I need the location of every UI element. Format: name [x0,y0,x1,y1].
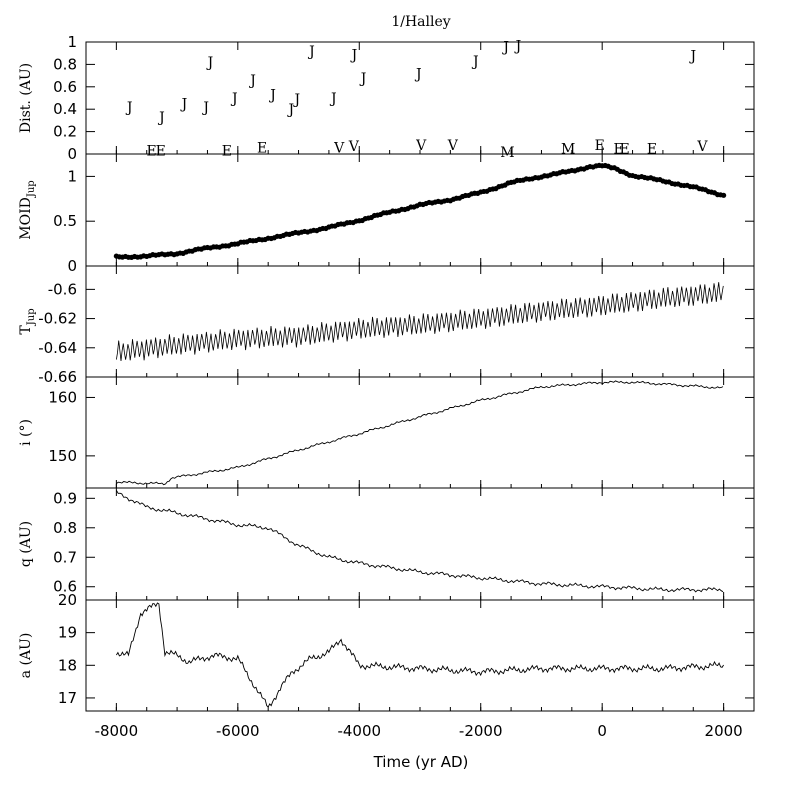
panel-frame-tjup [85,265,755,378]
encounter-label-J: J [248,73,256,89]
encounter-label-J: J [514,38,522,54]
y-axis-label-tjup: TJup [18,308,37,334]
y-tick-label-a: 20 [58,591,77,609]
panel-q: 0.6 0.7 0.8 0.9 q (AU) [18,487,755,601]
encounter-label-E: E [647,141,657,157]
y-axis-label-dist: Dist. (AU) [18,63,34,133]
encounter-label-J: J [329,91,337,107]
moid-point [721,192,727,198]
encounter-label-J: J [414,66,422,82]
y-axis-label-a: a (AU) [18,633,34,679]
encounter-label-J: J [180,97,188,113]
panel-a: 17 18 19 20 a (AU) -8000 -6000 -4000 -2000 0 2000 [18,591,755,740]
encounter-label-J: J [688,48,696,64]
x-tick-label: -6000 [216,722,260,740]
panel-frame-a [85,599,755,712]
y-tick-label-tjup: -0.66 [38,368,77,386]
panel-frame-moid [85,153,755,267]
y-axis-label-sub-moid: Jup [26,180,37,198]
encounter-label-J: J [157,110,165,126]
encounter-label-J: J [286,102,294,118]
encounter-label-V: V [348,139,360,155]
y-tick-label-dist: 0.8 [53,55,77,73]
encounter-label-E: E [146,144,156,160]
encounter-label-J: J [125,100,133,116]
encounter-label-J: J [501,39,509,55]
panel-tjup: -0.66 -0.64 -0.62 -0.6 TJup [18,265,755,386]
encounter-label-M: M [561,141,575,157]
y-tick-label-moid: 1 [67,167,77,185]
chart-title: 1/Halley [391,14,450,30]
y-tick-label-incl: 150 [48,447,77,465]
y-tick-label-a: 19 [58,624,77,642]
x-tick-label: 0 [597,722,607,740]
encounter-label-J: J [230,91,238,107]
panel-incl: 150 160 i (°) [18,376,755,489]
encounter-label-J: J [359,71,367,87]
encounter-label-J: J [206,55,214,71]
x-tick-label: -2000 [459,722,503,740]
x-tick-label: -8000 [95,722,139,740]
incl-line [116,380,724,486]
encounter-label-M: M [500,145,514,161]
encounter-label-V: V [415,138,427,154]
encounter-label-E: E [620,141,630,157]
y-axis-label-q: q (AU) [18,521,34,567]
encounter-label-V: V [696,139,708,155]
y-axis-label-incl: i (°) [18,419,34,446]
y-axis-label-main-q: q (AU) [18,521,34,567]
y-tick-label-dist: 0.6 [53,78,77,96]
encounter-label-J: J [307,44,315,60]
y-tick-label-dist: 0.4 [53,100,77,118]
y-tick-label-moid: 0 [67,257,77,275]
x-tick-label: 2000 [705,722,743,740]
y-tick-label-a: 17 [58,689,77,707]
y-axis-label-main-dist: Dist. (AU) [18,63,34,133]
encounter-label-E: E [613,141,623,157]
encounter-label-J: J [268,88,276,104]
y-axis-label-main-moid: MOID [18,197,34,240]
y-tick-label-q: 0.8 [53,519,77,537]
encounter-label-J: J [471,54,479,70]
y-tick-label-incl: 160 [48,388,77,406]
y-tick-label-a: 18 [58,656,77,674]
encounter-label-E: E [595,138,605,154]
y-axis-label-sub-tjup: Jup [26,308,37,326]
y-axis-label-main-a: a (AU) [18,633,34,679]
encounter-label-J: J [350,47,358,63]
encounter-label-E: E [222,144,232,160]
y-tick-label-q: 0.7 [53,548,77,566]
y-tick-label-dist: 0.2 [53,123,77,141]
panel-moid: 0 0.5 1 MOIDJup [18,153,755,275]
y-tick-label-dist: 0 [67,145,77,163]
y-axis-label-moid: MOIDJup [18,180,37,239]
encounter-label-E: E [156,144,166,160]
x-axis-label: Time (yr AD) [373,753,469,771]
tjup-line [116,282,724,361]
y-tick-label-q: 0.9 [53,489,77,507]
y-tick-label-moid: 0.5 [53,212,77,230]
y-axis-label-main-tjup: T [18,325,34,335]
encounter-label-E: E [257,140,267,156]
q-line [116,490,724,593]
y-tick-label-dist: 1 [67,33,77,51]
panel-frame-q [85,487,755,601]
panel-frame-incl [85,376,755,489]
x-tick-label: -4000 [337,722,381,740]
y-tick-label-tjup: -0.6 [48,280,77,298]
encounter-label-V: V [333,140,345,156]
y-axis-label-main-incl: i (°) [18,419,34,446]
encounter-label-V: V [447,138,459,154]
y-tick-label-tjup: -0.62 [38,310,77,328]
a-line [116,602,724,708]
encounter-label-J: J [293,92,301,108]
y-tick-label-q: 0.6 [53,578,77,596]
y-tick-label-tjup: -0.64 [38,339,77,357]
encounter-label-J: J [201,100,209,116]
